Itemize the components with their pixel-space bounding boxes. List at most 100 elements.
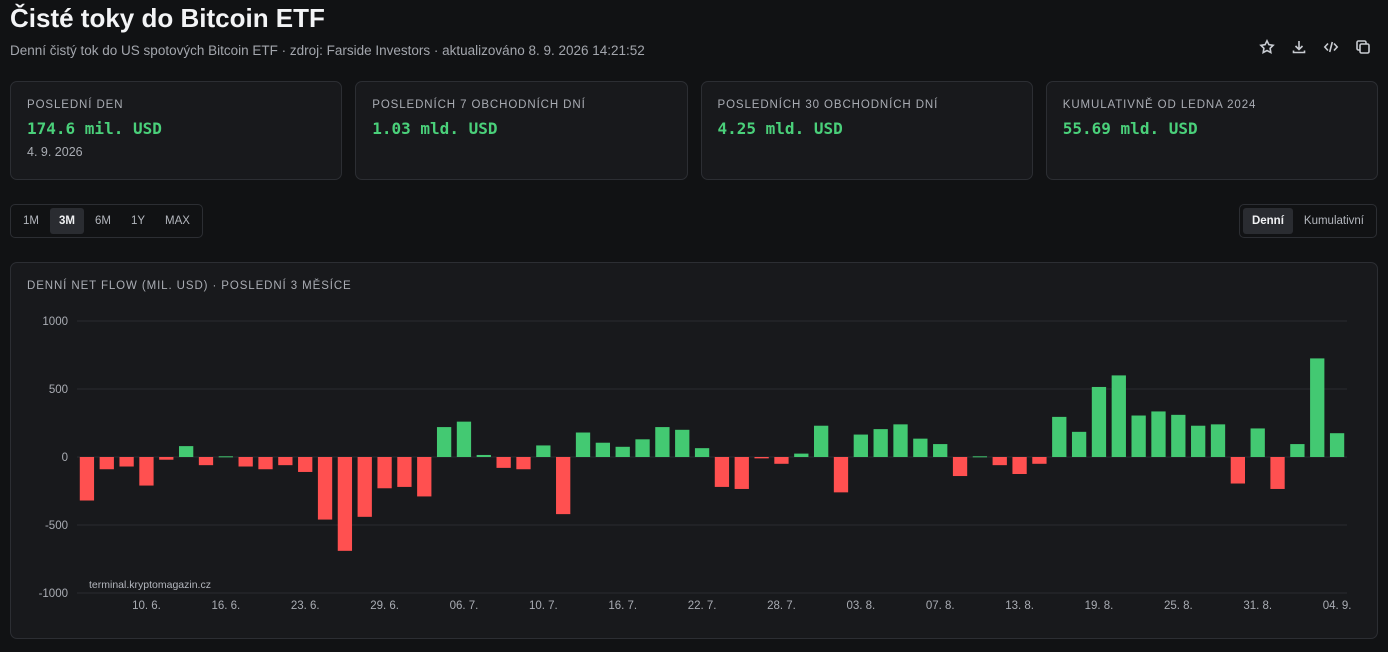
stat-card-date: 4. 9. 2026 [27,145,83,159]
bar-positive [1171,414,1186,457]
bar-positive [794,453,809,457]
range-button-max[interactable]: MAX [165,215,190,227]
page-title: Čisté toky do Bitcoin ETF [10,3,325,33]
y-tick-label: -500 [45,520,68,532]
bar-positive [476,454,491,457]
x-tick-label: 19. 8. [1085,600,1114,612]
stat-card-7-days: POSLEDNÍCH 7 OBCHODNÍCH DNÍ 1.03 mld. US… [355,81,688,180]
x-tick-label: 22. 7. [688,600,717,612]
bar-negative [377,457,392,489]
bar-negative [734,457,749,489]
x-tick-label: 23. 6. [291,600,320,612]
stat-card-label: KUMULATIVNĚ OD LEDNA 2024 [1062,99,1257,111]
bar-negative [357,457,372,517]
bar-negative [1012,457,1027,474]
bar-negative [298,457,313,472]
bar-negative [159,457,174,460]
x-tick-label: 06. 7. [450,600,479,612]
bar-positive [1210,424,1226,457]
bar-negative [774,457,789,464]
bar-negative [496,457,511,468]
bar-positive [1091,386,1107,457]
bar-negative [119,457,134,467]
bar-positive [635,439,650,457]
range-selector: 1M 3M 6M 1Y MAX [10,204,203,238]
bar-positive [655,427,670,457]
x-tick-label: 16. 7. [608,600,637,612]
bar-negative [198,457,214,466]
toolbar [1256,38,1374,56]
y-tick-label: 500 [49,384,68,396]
bar-positive [694,448,710,457]
bar-negative [317,457,333,520]
range-button-6m[interactable]: 6M [94,215,111,227]
bar-negative [556,457,571,515]
range-button-3m[interactable]: 3M [49,208,84,234]
code-icon[interactable] [1320,38,1342,56]
bar-positive [436,427,452,457]
page-subtitle: Denní čistý tok do US spotových Bitcoin … [10,43,645,58]
bar-negative [992,457,1007,466]
stat-cards: POSLEDNÍ DEN 174.6 mil. USD 4. 9. 2026 P… [10,81,1378,180]
bar-negative [99,457,114,470]
bar-negative [238,457,253,467]
stat-card-label: POSLEDNÍ DEN [27,99,124,111]
bar-positive [1250,428,1265,457]
bar-positive [853,434,868,457]
x-tick-label: 10. 7. [529,600,558,612]
bar-positive [1131,415,1146,457]
y-tick-label: 1000 [42,316,68,328]
bar-negative [952,457,968,477]
bar-positive [536,445,551,457]
bar-positive [893,424,908,457]
bar-positive [218,456,233,458]
bar-positive [972,456,988,458]
bar-negative [278,457,293,466]
bar-positive [1191,425,1206,457]
bar-negative [1230,457,1246,484]
copy-icon[interactable] [1352,38,1374,56]
mode-button-cumulative[interactable]: Kumulativní [1303,215,1364,227]
bar-negative [1032,457,1047,464]
bar-positive [1111,375,1126,457]
range-button-1m[interactable]: 1M [23,215,39,227]
x-tick-label: 10. 6. [132,600,161,612]
bar-negative [417,457,432,497]
bar-positive [933,444,948,457]
chart-title: DENNÍ NET FLOW (MIL. USD) · POSLEDNÍ 3 M… [27,280,352,292]
stat-card-value: 174.6 mil. USD [27,119,162,138]
stat-card-value: 4.25 mld. USD [717,119,843,138]
bar-positive [913,438,928,457]
bar-positive [178,446,194,457]
bar-negative [1270,457,1285,489]
mode-toggle: Denní Kumulativní [1238,204,1377,238]
bar-positive [813,425,829,457]
mode-button-daily[interactable]: Denní [1242,208,1293,234]
stat-card-last-day: POSLEDNÍ DEN 174.6 mil. USD 4. 9. 2026 [10,81,343,180]
stat-card-value: 55.69 mld. USD [1062,119,1198,138]
bar-positive [675,429,690,457]
download-icon[interactable] [1288,38,1310,56]
bar-positive [456,421,472,457]
bar-positive [873,429,888,457]
star-icon[interactable] [1256,38,1278,56]
bar-positive [615,446,630,457]
bar-positive [1151,411,1166,457]
bar-negative [139,457,154,486]
bar-negative [754,457,769,459]
x-tick-label: 16. 6. [211,600,240,612]
stat-card-value: 1.03 mld. USD [372,119,498,138]
bar-negative [714,457,730,487]
watermark: terminal.kryptomagazin.cz [89,579,211,591]
stat-card-cumulative: KUMULATIVNĚ OD LEDNA 2024 55.69 mld. USD [1045,81,1378,180]
bar-negative [397,457,412,487]
range-button-1y[interactable]: 1Y [130,215,146,227]
bar-negative [79,457,95,501]
bar-positive [1290,444,1305,457]
y-tick-label: -1000 [39,588,68,600]
x-tick-label: 29. 6. [370,600,399,612]
chart-panel: 1000 500 0 -500 -1000 10. 6. 16. 6. 23. 6. 29. 6… [10,262,1378,639]
bar-positive [1329,433,1345,457]
bar-negative [833,457,849,493]
bar-positive [1071,431,1087,457]
